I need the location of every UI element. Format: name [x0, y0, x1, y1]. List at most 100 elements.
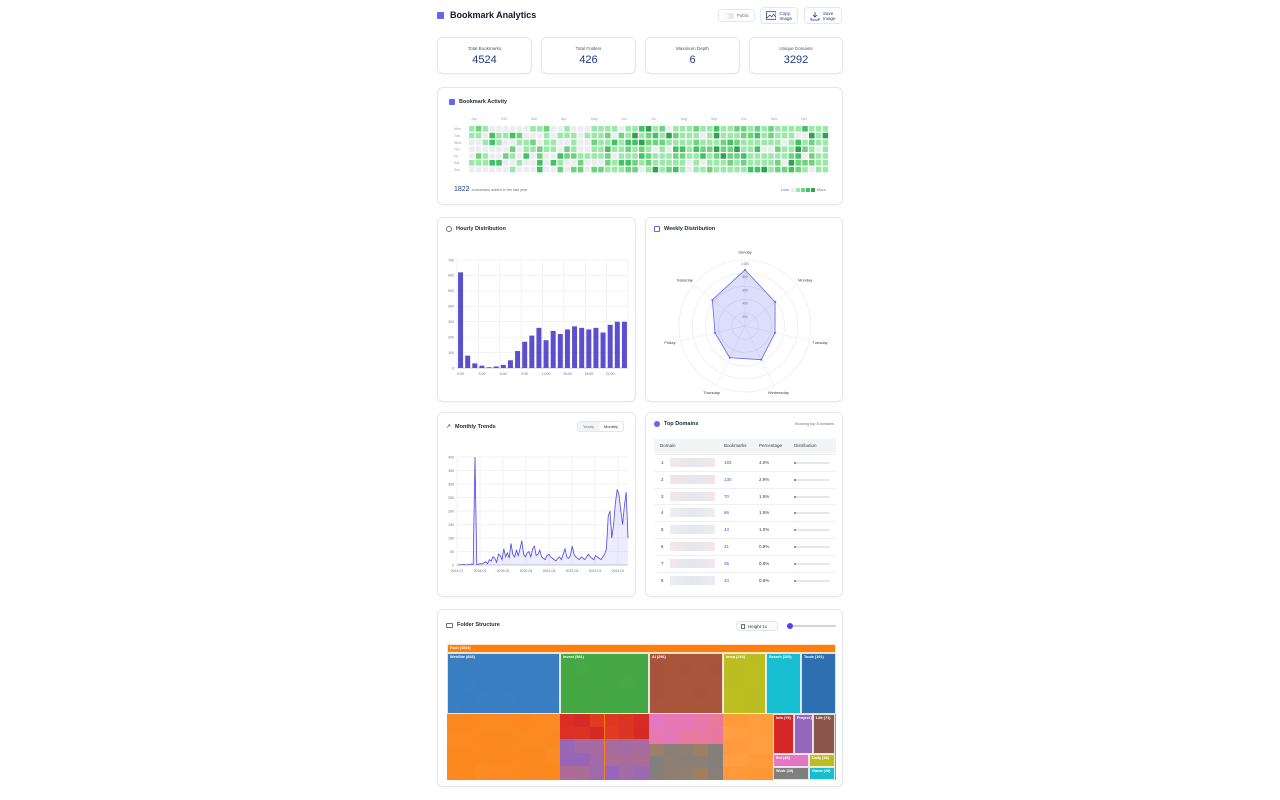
treemap-cell[interactable]: [650, 687, 665, 701]
treemap-group[interactable]: Info (79): [773, 714, 794, 754]
treemap-cell[interactable]: [744, 662, 765, 675]
treemap-cell[interactable]: [531, 672, 546, 683]
treemap-cell[interactable]: [619, 674, 634, 688]
treemap-cell[interactable]: [678, 729, 694, 744]
treemap-cell[interactable]: [545, 692, 559, 703]
copy-image-button[interactable]: Copy Image: [760, 7, 798, 24]
treemap-cell[interactable]: [575, 674, 590, 688]
treemap-cell[interactable]: [649, 729, 664, 744]
treemap-cell[interactable]: [560, 752, 575, 767]
treemap-cell[interactable]: [447, 714, 462, 731]
treemap-cell[interactable]: [693, 768, 709, 780]
treemap-cell[interactable]: [574, 726, 590, 739]
treemap-cell[interactable]: [650, 700, 665, 713]
treemap-cell[interactable]: [447, 730, 462, 747]
tab-yearly[interactable]: Yearly: [583, 424, 594, 429]
treemap-cell[interactable]: [818, 700, 835, 713]
treemap-cell[interactable]: [633, 687, 648, 701]
treemap-cell[interactable]: [693, 714, 709, 729]
treemap-cell[interactable]: [574, 766, 590, 780]
treemap-cell[interactable]: [489, 662, 504, 673]
treemap-cell[interactable]: [560, 766, 575, 780]
treemap-cell[interactable]: [531, 682, 546, 693]
treemap-cell[interactable]: [650, 674, 665, 688]
treemap-cell[interactable]: [489, 714, 504, 731]
treemap-cell[interactable]: [748, 714, 773, 728]
treemap-group[interactable]: Project (73): [794, 714, 813, 754]
treemap-cell[interactable]: [723, 753, 748, 767]
treemap-cell[interactable]: [802, 700, 819, 713]
treemap-cell[interactable]: [619, 726, 635, 739]
treemap-cell[interactable]: [789, 692, 800, 703]
treemap-cell[interactable]: [589, 739, 605, 753]
treemap-cell[interactable]: [634, 766, 649, 780]
domain-count[interactable]: 41: [724, 544, 730, 549]
treemap-cell[interactable]: [678, 768, 694, 780]
treemap-cell[interactable]: [545, 682, 559, 693]
treemap-cell[interactable]: [545, 714, 560, 731]
treemap-cell[interactable]: [748, 766, 773, 780]
domain-row[interactable]: 6 41 0.9%: [654, 538, 836, 555]
treemap-group[interactable]: Daily (38): [809, 754, 835, 767]
treemap-cell[interactable]: [664, 700, 679, 713]
treemap-cell[interactable]: [604, 714, 620, 727]
treemap-cell[interactable]: [531, 702, 546, 713]
treemap-cell[interactable]: [489, 763, 504, 780]
treemap-cell[interactable]: [789, 672, 800, 683]
treemap-cell[interactable]: [545, 747, 560, 764]
treemap-cell[interactable]: [574, 714, 590, 727]
treemap-cell[interactable]: [517, 682, 532, 693]
treemap-cell[interactable]: [517, 747, 532, 764]
treemap-group[interactable]: Work (39): [773, 767, 809, 780]
treemap-cell[interactable]: [489, 702, 504, 713]
treemap-cell[interactable]: [503, 714, 518, 731]
slider-thumb[interactable]: [787, 623, 793, 629]
treemap-cell[interactable]: [744, 687, 765, 701]
treemap-cell[interactable]: [678, 674, 694, 688]
treemap-cell[interactable]: [723, 740, 748, 754]
treemap-cell[interactable]: [708, 714, 723, 729]
tab-monthly[interactable]: Monthly: [598, 422, 623, 431]
treemap-cell[interactable]: [503, 692, 518, 703]
treemap-cell[interactable]: [619, 687, 634, 701]
domain-count[interactable]: 43: [724, 527, 730, 533]
treemap-cell[interactable]: [707, 687, 722, 701]
treemap-root[interactable]: Root (4524): [447, 644, 836, 653]
treemap-cell[interactable]: [517, 730, 532, 747]
toggle-switch[interactable]: [724, 12, 734, 19]
treemap-cell[interactable]: [708, 756, 723, 768]
treemap-cell[interactable]: [503, 682, 518, 693]
treemap-cell[interactable]: [708, 729, 723, 744]
treemap-cell[interactable]: [461, 763, 476, 780]
treemap-cell[interactable]: [633, 662, 648, 675]
treemap-cell[interactable]: [707, 674, 722, 688]
treemap-cell[interactable]: [778, 692, 789, 703]
domain-row[interactable]: 2 130 2.9%: [654, 470, 836, 488]
treemap-group[interactable]: Life (71): [813, 714, 835, 754]
treemap-cell[interactable]: [744, 700, 765, 713]
treemap-cell[interactable]: [744, 674, 765, 688]
treemap-cell[interactable]: [693, 687, 708, 701]
height-control[interactable]: Height 1x: [736, 621, 778, 631]
treemap-cell[interactable]: [545, 672, 559, 683]
treemap-cell[interactable]: [649, 714, 664, 729]
treemap-cell[interactable]: [475, 672, 490, 683]
treemap-cell[interactable]: [663, 756, 679, 768]
treemap-cell[interactable]: [619, 700, 634, 713]
treemap-cell[interactable]: [461, 672, 476, 683]
treemap-cell[interactable]: [767, 662, 778, 673]
treemap-cell[interactable]: [489, 730, 504, 747]
treemap-cell[interactable]: [789, 662, 800, 673]
treemap-cell[interactable]: [778, 672, 789, 683]
treemap-cell[interactable]: [619, 766, 635, 780]
treemap-cell[interactable]: [461, 702, 476, 713]
treemap-cell[interactable]: [461, 692, 476, 703]
treemap-cell[interactable]: [575, 687, 590, 701]
treemap-cell[interactable]: [503, 730, 518, 747]
treemap-cell[interactable]: [678, 662, 694, 675]
treemap-cell[interactable]: [633, 700, 648, 713]
treemap-cell[interactable]: [604, 700, 619, 713]
treemap-cell[interactable]: [575, 662, 590, 675]
domain-count[interactable]: 130: [724, 476, 732, 482]
treemap-cell[interactable]: [503, 702, 518, 713]
